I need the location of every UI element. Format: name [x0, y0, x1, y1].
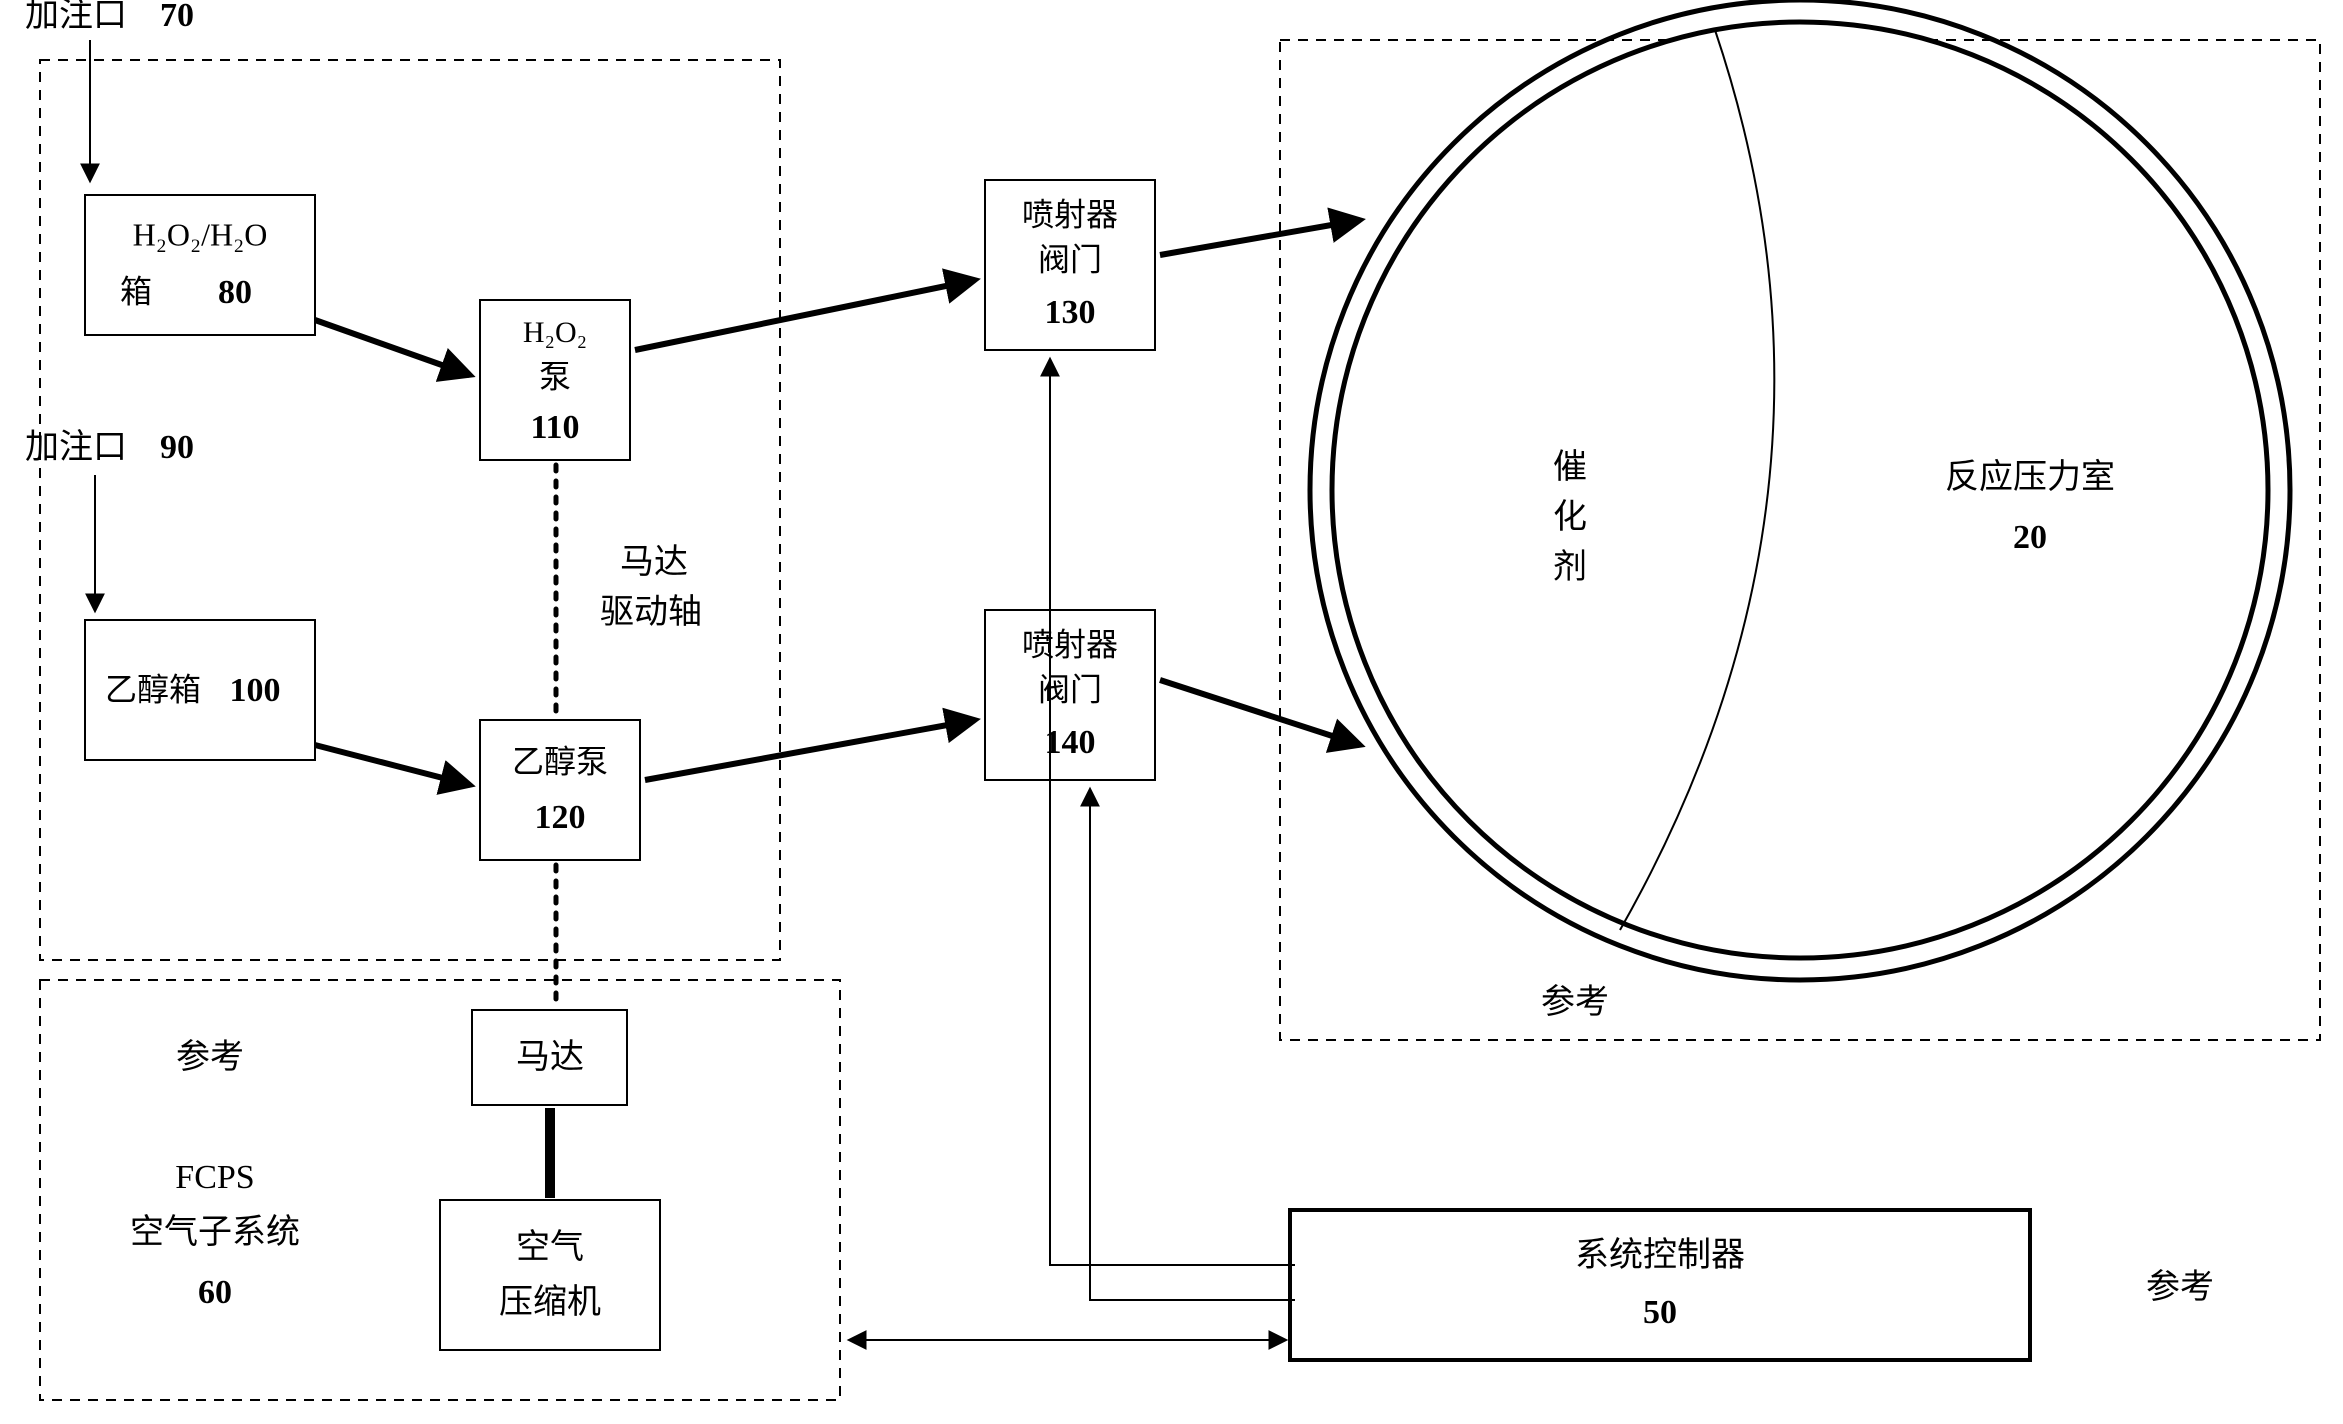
tank-eth-num: 100	[230, 672, 281, 709]
ref-controller: 参考	[2146, 1268, 2214, 1306]
flow-inj130-reactor	[1160, 220, 1360, 255]
fcps-line1: FCPS	[175, 1159, 254, 1196]
flow-tank80-pump110	[315, 320, 470, 375]
injector-a-line1: 喷射器	[1022, 196, 1118, 232]
ctrl-to-inj130	[1050, 360, 1295, 1265]
injector-a-line2: 阀门	[1038, 241, 1102, 277]
pump-h2o2-num: 110	[530, 409, 579, 446]
pump-h2o2-line2: 泵	[539, 358, 571, 394]
motor-drive-label-2: 驱动轴	[600, 593, 702, 631]
injector-a-num: 130	[1045, 294, 1096, 331]
reactor-label: 反应压力室	[1945, 458, 2115, 496]
compressor-line1: 空气	[516, 1228, 584, 1266]
catalyst-1: 催	[1553, 448, 1587, 486]
injector-b-num: 140	[1045, 724, 1096, 761]
fillport-a-label: 加注口	[25, 0, 127, 34]
fcps-line2: 空气子系统	[130, 1213, 300, 1251]
catalyst-2: 化	[1553, 498, 1587, 536]
compressor-line2: 压缩机	[499, 1283, 601, 1321]
compressor-box	[440, 1200, 660, 1350]
tank-h2o2-line2: 箱	[120, 273, 152, 309]
pump-eth	[480, 720, 640, 860]
injector-b-line2: 阀门	[1038, 671, 1102, 707]
pump-eth-line1: 乙醇泵	[512, 743, 608, 779]
tank-h2o2-line1: H₂O₂/H₂O	[133, 216, 268, 252]
controller-label: 系统控制器	[1575, 1236, 1745, 1274]
fillport-b-label: 加注口	[25, 428, 127, 466]
flow-pump120-inj140	[645, 720, 975, 780]
ref-right: 参考	[1541, 983, 1609, 1021]
controller-num: 50	[1643, 1294, 1677, 1331]
flow-inj140-reactor	[1160, 680, 1360, 745]
motor-box-label: 马达	[516, 1039, 584, 1076]
reactor-inner	[1332, 22, 2268, 958]
fillport-a-num: 70	[160, 0, 194, 34]
ctrl-to-inj140	[1090, 790, 1295, 1300]
motor-drive-label-1: 马达	[620, 544, 688, 581]
tank-eth-line1: 乙醇箱	[105, 671, 201, 707]
pump-eth-num: 120	[535, 799, 586, 836]
flow-tank100-pump120	[315, 745, 470, 785]
fillport-b-num: 90	[160, 429, 194, 466]
ref-top-left: 参考	[176, 1038, 244, 1076]
flow-pump110-inj130	[635, 280, 975, 350]
fcps-num: 60	[198, 1274, 232, 1311]
pump-h2o2-line1: H₂O₂	[523, 316, 587, 349]
controller-box	[1290, 1210, 2030, 1360]
reactor-num: 20	[2013, 519, 2047, 556]
injector-b-line1: 喷射器	[1022, 626, 1118, 662]
catalyst-3: 剂	[1553, 548, 1587, 586]
tank-h2o2-num: 80	[218, 274, 252, 311]
